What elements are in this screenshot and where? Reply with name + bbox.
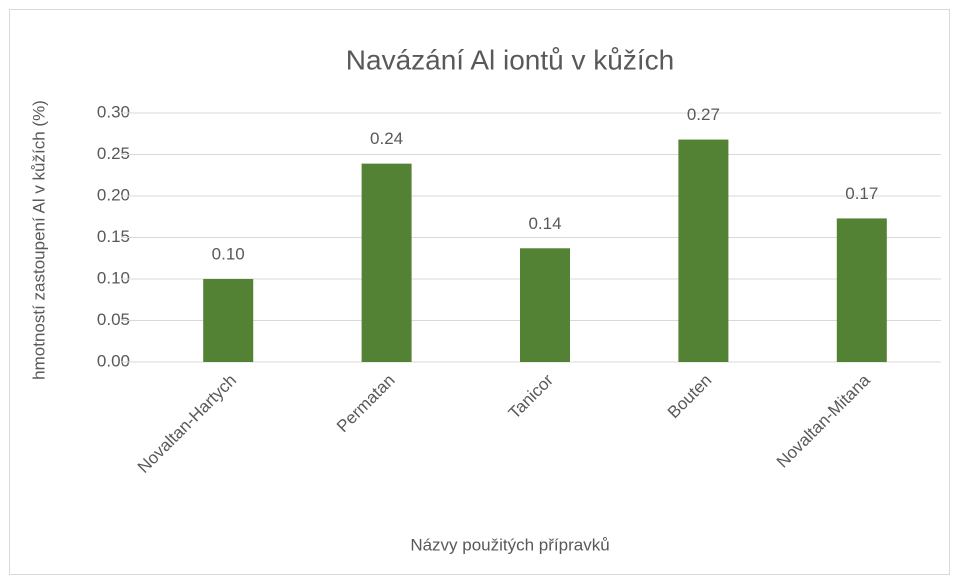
x-axis-label: Názvy použitých přípravků (410, 535, 609, 554)
bar (520, 248, 570, 362)
data-label: 0.27 (687, 105, 720, 124)
bar (678, 139, 729, 362)
y-tick-label: 0.00 (97, 351, 130, 370)
y-tick-label: 0.20 (97, 185, 130, 204)
y-tick-label: 0.05 (97, 310, 130, 329)
data-label: 0.10 (212, 244, 245, 263)
bar (361, 163, 412, 362)
y-tick-label: 0.15 (97, 227, 130, 246)
data-label: 0.14 (528, 214, 561, 233)
y-tick-label: 0.25 (97, 144, 130, 163)
bar (836, 218, 887, 362)
chart-border (9, 9, 950, 575)
bar (203, 279, 254, 362)
data-label: 0.17 (845, 184, 878, 203)
y-tick-label: 0.30 (97, 102, 130, 121)
y-axis-label: hmotností zastoupení Al v kůžích (%) (29, 100, 48, 380)
chart-title: Navázání Al iontů v kůžích (346, 44, 674, 75)
data-label: 0.24 (370, 129, 403, 148)
y-tick-label: 0.10 (97, 268, 130, 287)
